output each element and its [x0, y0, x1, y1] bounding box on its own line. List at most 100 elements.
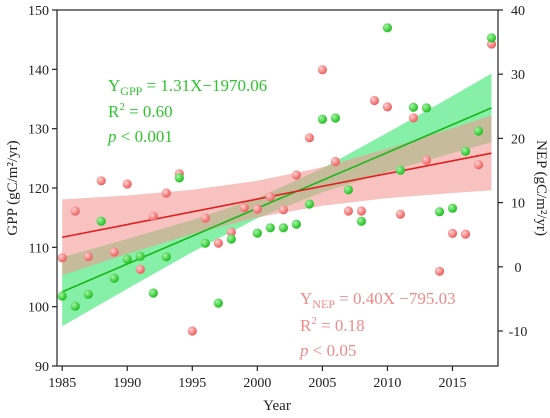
regression-line-gpp — [61, 107, 492, 293]
x-tick-label: 2000 — [243, 376, 271, 391]
data-point-nep — [109, 247, 119, 257]
data-point-nep — [83, 251, 93, 262]
gpp-p-value: p < 0.001 — [107, 127, 173, 146]
left-y-axis-title: GPP (gC/m²/yr) — [5, 140, 21, 235]
nep-p-value: p < 0.05 — [299, 341, 356, 360]
data-point-nep — [265, 192, 275, 202]
left-y-tick-label: 130 — [28, 123, 49, 138]
data-point-nep — [330, 156, 340, 167]
left-y-tick-label: 110 — [29, 241, 49, 256]
data-point-nep — [239, 203, 249, 213]
data-point-gpp — [96, 216, 106, 226]
data-point-gpp — [174, 173, 184, 183]
data-point-nep — [148, 211, 158, 221]
data-point-nep — [356, 206, 366, 216]
data-point-nep — [226, 227, 236, 237]
data-point-gpp — [317, 114, 327, 124]
data-point-gpp — [382, 23, 392, 33]
x-tick-label: 1990 — [113, 376, 141, 391]
right-y-tick-label: 40 — [511, 4, 525, 19]
gpp-r-var: R — [108, 102, 120, 121]
data-point-gpp — [473, 126, 484, 136]
gpp-regression-annotation: YGPP = 1.31X−1970.06 R2 = 0.60 p < 0.001 — [107, 76, 267, 146]
data-point-nep — [278, 205, 288, 215]
axes: 1985 1990 1995 2000 2005 2010 2015901001101201… — [28, 4, 527, 391]
nep-r-squared: R2 = 0.18 — [300, 315, 365, 335]
data-point-gpp — [122, 254, 132, 264]
data-point-nep — [70, 206, 80, 216]
data-point-nep — [473, 160, 484, 170]
data-point-nep — [408, 113, 418, 123]
gpp-eq-subscript: GPP — [120, 84, 142, 98]
data-point-nep — [343, 206, 353, 216]
data-point-nep — [252, 204, 262, 214]
nep-equation: YNEP = 0.40X −795.03 — [300, 289, 456, 311]
data-point-nep — [291, 170, 301, 180]
x-tick-label: 1995 — [178, 376, 206, 391]
nep-eq-rest: = 0.40X −795.03 — [335, 289, 456, 308]
right-y-tick-label: 10 — [511, 197, 525, 212]
data-point-gpp — [83, 289, 93, 299]
data-point-gpp — [291, 219, 301, 229]
regression-lines — [61, 107, 492, 293]
right-y-tick-label: 0 — [515, 261, 522, 276]
data-point-nep — [421, 155, 432, 165]
left-y-tick-label: 120 — [28, 182, 49, 197]
data-point-nep — [460, 229, 471, 239]
data-point-gpp — [460, 146, 471, 156]
data-point-gpp — [395, 165, 405, 175]
left-y-tick-label: 150 — [28, 4, 49, 19]
data-point-gpp — [213, 298, 223, 308]
gpp-p-var: p — [107, 127, 117, 146]
gpp-equation: YGPP = 1.31X−1970.06 — [108, 76, 267, 98]
data-point-nep — [447, 228, 458, 238]
gpp-p-rest: < 0.001 — [117, 127, 173, 146]
gpp-r-superscript: 2 — [119, 101, 125, 113]
data-point-nep — [96, 176, 106, 186]
x-tick-label: 2005 — [308, 376, 336, 391]
gpp-eq-rest: = 1.31X−1970.06 — [142, 76, 267, 95]
data-point-gpp — [434, 207, 445, 217]
data-point-nep — [213, 238, 223, 248]
nep-eq-subscript: NEP — [312, 297, 335, 311]
nep-p-rest: < 0.05 — [309, 341, 357, 360]
right-y-tick-label: 30 — [511, 68, 525, 83]
data-point-gpp — [486, 33, 497, 43]
data-point-gpp — [330, 113, 340, 123]
x-tick-label: 2015 — [438, 376, 466, 391]
data-point-nep — [304, 133, 314, 143]
data-point-gpp — [278, 223, 288, 233]
data-point-nep — [122, 179, 132, 189]
data-point-nep — [161, 188, 171, 198]
nep-p-var: p — [299, 341, 309, 360]
gpp-r-squared: R2 = 0.60 — [108, 101, 173, 121]
left-y-tick-label: 100 — [28, 301, 49, 316]
data-point-gpp — [356, 216, 366, 226]
gpp-r-rest: = 0.60 — [125, 102, 173, 121]
data-point-nep — [395, 209, 405, 219]
data-point-gpp — [252, 228, 262, 238]
data-point-gpp — [421, 103, 432, 113]
data-point-nep — [135, 264, 145, 274]
data-points — [57, 23, 497, 336]
regression-line-nep — [62, 152, 492, 239]
nep-regression-annotation: YNEP = 0.40X −795.03 R2 = 0.18 p < 0.05 — [299, 289, 456, 360]
data-point-nep — [434, 266, 445, 276]
left-y-tick-label: 90 — [35, 360, 49, 375]
right-y-axis-title: NEP (gC/m²/yr) — [533, 140, 549, 236]
data-point-gpp — [265, 223, 275, 233]
nep-r-rest: = 0.18 — [317, 316, 365, 335]
data-point-nep — [187, 326, 197, 336]
left-y-tick-label: 140 — [28, 63, 49, 78]
data-point-gpp — [57, 291, 67, 301]
data-point-gpp — [408, 102, 418, 112]
right-y-tick-label: 20 — [511, 132, 525, 147]
data-point-gpp — [304, 199, 314, 209]
x-axis-title: Year — [263, 398, 291, 414]
data-point-nep — [200, 213, 210, 223]
nep-r-var: R — [300, 316, 312, 335]
right-y-tick-label: -10 — [509, 325, 528, 340]
data-point-gpp — [109, 273, 119, 283]
data-point-nep — [369, 95, 379, 106]
